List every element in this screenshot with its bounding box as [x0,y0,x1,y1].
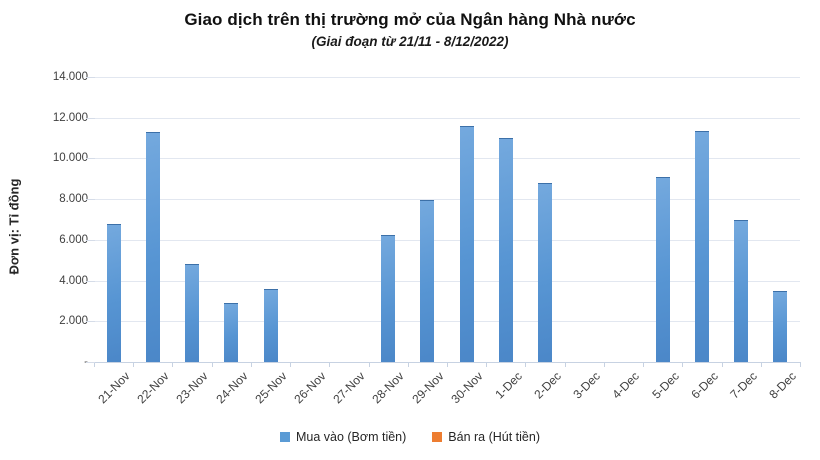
gridline [94,158,800,160]
gridline [94,199,800,201]
x-tick-mark [172,362,174,367]
bar-25-Nov [263,288,278,362]
x-tick-mark [133,362,135,367]
x-tick-mark [603,362,605,367]
bar-24-Nov [224,302,239,362]
bar-7-Dec [734,219,749,362]
x-tick-label: 24-Nov [212,369,251,407]
plot-area [94,77,800,362]
x-tick-label: 27-Nov [330,369,368,407]
legend-label: Mua vào (Bơm tiền) [295,430,407,444]
x-tick-mark [447,362,448,367]
bar-23-Nov [185,264,200,362]
bar-6-Dec [694,130,709,362]
y-tick-label: 2.000 [59,315,88,328]
y-tick-label: - [28,356,88,368]
gridline [94,117,800,119]
gridline [94,321,800,323]
x-tick-mark [486,362,488,367]
y-tick-mark [86,321,95,323]
bar-21-Nov [106,223,121,362]
bar-22-Nov [145,131,160,362]
x-tick-mark [329,362,331,367]
bar-28-Nov [381,234,396,362]
bar-2-Dec [538,182,553,362]
x-tick-label: 28-Nov [369,369,408,407]
x-tick-label: 25-Nov [252,369,290,407]
y-tick-label: 10.000 [52,152,88,165]
y-tick-mark [86,362,95,363]
bar-30-Nov [459,125,474,362]
x-tick-label: 29-Nov [409,369,447,407]
x-tick-mark [290,362,292,367]
chart-title: Giao dịch trên thị trường mở của Ngân hà… [184,10,636,29]
legend-swatch-icon [279,432,290,442]
x-tick-label: 23-Nov [173,369,211,407]
x-tick-mark [564,362,566,367]
x-tick-mark [368,362,370,367]
bar-1-Dec [498,138,513,362]
y-tick-mark [86,239,95,241]
x-tick-label: 4-Dec [609,369,643,402]
x-tick-label: 26-Nov [291,369,329,407]
x-tick-mark [407,362,409,367]
y-axis-title: Đơn vị: Tỉ đồng [6,178,22,275]
legend-swatch-icon [432,432,443,442]
x-tick-label: 2-Dec [531,369,564,402]
x-tick-label: 21-Nov [95,369,133,407]
x-tick-mark [721,362,723,367]
y-tick-mark [86,77,95,78]
legend-item: Bán ra (Hút tiền) [432,430,540,444]
bar-8-Dec [773,290,788,362]
gridline [94,239,800,241]
chart-subtitle: (Giai đoạn từ 21/11 - 8/12/2022) [311,34,509,49]
x-tick-mark [643,362,645,367]
y-tick-label: 12.000 [52,111,88,124]
y-tick-mark [86,158,95,160]
x-tick-mark [211,362,213,367]
x-tick-mark [525,362,527,367]
bar-5-Dec [655,176,670,362]
y-tick-mark [86,117,95,119]
y-tick-label: 8.000 [59,193,88,206]
x-tick-mark [800,362,801,367]
y-tick-mark [86,199,95,201]
y-tick-label: 6.000 [59,233,88,246]
legend-item: Mua vào (Bơm tiền) [279,430,407,444]
x-tick-mark [94,362,95,367]
legend-label: Bán ra (Hút tiền) [448,430,541,444]
x-tick-mark [760,362,762,367]
x-tick-label: 8-Dec [766,369,800,402]
x-tick-mark [682,362,684,367]
x-tick-label: 7-Dec [727,369,761,402]
chart-legend: Mua vào (Bơm tiền) Bán ra (Hút tiền) [0,430,820,444]
x-tick-label: 6-Dec [688,369,721,402]
x-tick-label: 5-Dec [649,369,682,402]
y-tick-label: 14.000 [52,71,88,83]
x-tick-label: 1-Dec [492,369,525,402]
gridline [94,77,800,78]
y-tick-label: 4.000 [59,274,88,287]
y-tick-mark [86,280,95,282]
x-tick-label: 30-Nov [448,369,486,407]
x-tick-label: 22-Nov [134,369,172,407]
x-tick-label: 3-Dec [570,369,604,402]
bar-29-Nov [420,200,435,362]
x-tick-mark [250,362,252,367]
gridline [94,280,800,282]
